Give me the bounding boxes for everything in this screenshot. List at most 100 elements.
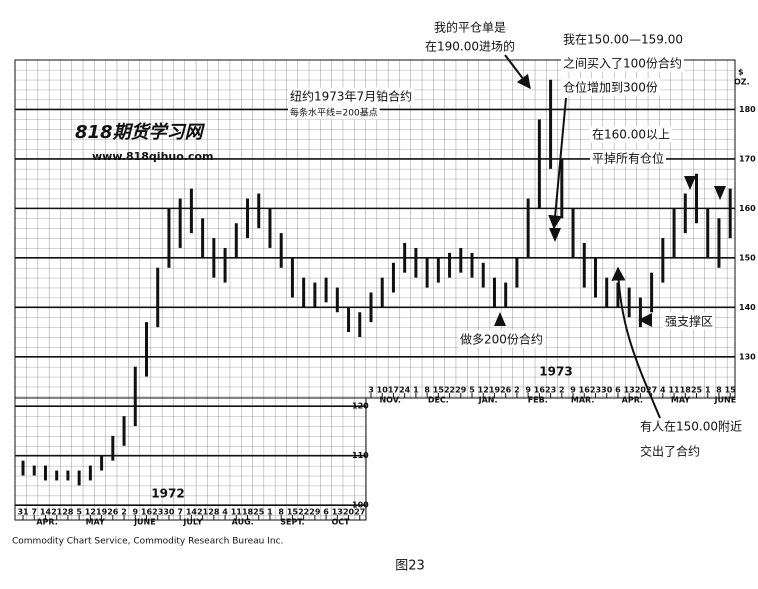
month-label: DEC. (428, 396, 449, 405)
x-tick-label: 7 (31, 508, 37, 517)
annotation: 每条水平线=200基点 (290, 107, 378, 119)
x-tick-label: 1 (413, 386, 419, 395)
annotation-bg (561, 78, 660, 96)
x-tick-label: 18 (242, 508, 254, 517)
x-tick-label: 8 (716, 386, 722, 395)
annotation-bg (561, 54, 684, 72)
x-tick-label: 15 (725, 386, 737, 395)
y-unit: OZ. (734, 78, 750, 87)
annotation: 仓位增加到300份 (563, 80, 658, 95)
annotation-bg (590, 149, 667, 167)
x-tick-label: 30 (601, 386, 613, 395)
x-tick-label: 4 (660, 386, 666, 395)
x-tick-label: 7 (177, 508, 183, 517)
x-tick-label: 10 (377, 386, 389, 395)
y-tick-label: 110 (352, 451, 369, 460)
x-tick-label: 14 (40, 508, 52, 517)
annotation: 强支撑区 (665, 314, 713, 329)
x-tick-label: 26 (107, 508, 119, 517)
month-label: NOV. (379, 396, 400, 405)
month-label: OCT (331, 518, 350, 527)
x-tick-label: 16 (534, 386, 546, 395)
x-tick-label: 2 (514, 386, 520, 395)
month-label: FEB. (528, 396, 548, 405)
annotation: 我在150.00—159.00 (563, 33, 683, 47)
arrow (504, 54, 531, 90)
x-tick-label: 8 (278, 508, 284, 517)
x-tick-label: 9 (132, 508, 138, 517)
annotation-bg (288, 105, 380, 120)
x-tick-label: 15 (433, 386, 445, 395)
y-tick-label: 130 (739, 352, 756, 361)
x-tick-label: 1 (705, 386, 711, 395)
x-tick-label: 30 (163, 508, 175, 517)
annotation-bg (663, 312, 716, 330)
x-tick-label: 13 (624, 386, 635, 395)
x-tick-label: 13 (332, 508, 343, 517)
triangle (638, 313, 652, 327)
x-tick-label: 8 (424, 386, 430, 395)
month-label: APR. (36, 518, 57, 527)
annotation: 1972 (151, 487, 184, 501)
x-tick-label: 14 (186, 508, 198, 517)
y-unit: $ (738, 68, 744, 77)
annotation-bg (431, 18, 509, 36)
x-tick-label: 28 (62, 508, 74, 517)
annotation: 做多200份合约 (460, 332, 543, 347)
month-label: JUNE (133, 518, 156, 527)
x-tick-label: 15 (287, 508, 299, 517)
month-label: JULY (182, 518, 202, 527)
month-label: JUNE (714, 396, 737, 405)
x-tick-label: 9 (525, 386, 531, 395)
x-tick-label: 4 (222, 508, 228, 517)
x-tick-label: 12 (478, 386, 489, 395)
month-label: SEPT. (280, 518, 304, 527)
annotation: 1973 (539, 365, 572, 379)
y-tick-label: 160 (739, 204, 756, 213)
x-tick-label: 21 (197, 508, 209, 517)
annotation: 之间买入了100份合约 (563, 56, 682, 71)
arrow (611, 266, 661, 419)
x-tick-label: 25 (253, 508, 265, 517)
x-tick-label: 24 (399, 386, 411, 395)
annotation-bg (590, 126, 672, 143)
markers (494, 176, 726, 327)
x-tick-label: 6 (615, 386, 621, 395)
x-tick-label: 11 (668, 386, 680, 395)
watermark: www.818qihuo.com (92, 150, 214, 163)
annotation: 平掉所有仓位 (592, 151, 664, 166)
month-label: MAY (86, 518, 105, 527)
y-tick-label: 170 (739, 154, 756, 163)
x-tick-label: 21 (51, 508, 63, 517)
annotation: 在190.00进场的 (425, 39, 515, 54)
x-tick-label: 18 (680, 386, 692, 395)
annotation-bg (423, 37, 517, 55)
month-label: AUG. (232, 518, 254, 527)
triangle (714, 186, 726, 200)
x-tick-label: 16 (579, 386, 591, 395)
annotation-bg (458, 330, 545, 348)
triangle (684, 176, 696, 190)
month-label: APR. (622, 396, 643, 405)
x-tick-label: 27 (646, 386, 657, 395)
triangle (549, 228, 561, 242)
x-tick-label: 6 (323, 508, 329, 517)
x-tick-label: 23 (590, 386, 601, 395)
annotation: 图23 (395, 559, 425, 574)
x-tick-label: 2 (559, 386, 565, 395)
annotation-bg (288, 87, 415, 105)
x-tick-label: 31 (17, 508, 29, 517)
x-tick-label: 17 (388, 386, 399, 395)
x-tick-label: 2 (121, 508, 127, 517)
y-tick-label: 120 (352, 402, 369, 411)
x-tick-label: 11 (231, 508, 243, 517)
x-tick-label: 27 (354, 508, 365, 517)
annotation: 纽约1973年7月铂合约 (290, 89, 412, 104)
triangle (494, 312, 506, 326)
x-tick-label: 16 (141, 508, 153, 517)
frame-top (14, 59, 736, 399)
month-label: MAR. (571, 396, 595, 405)
x-tick-label: 25 (691, 386, 703, 395)
frame-bottom (14, 398, 367, 521)
